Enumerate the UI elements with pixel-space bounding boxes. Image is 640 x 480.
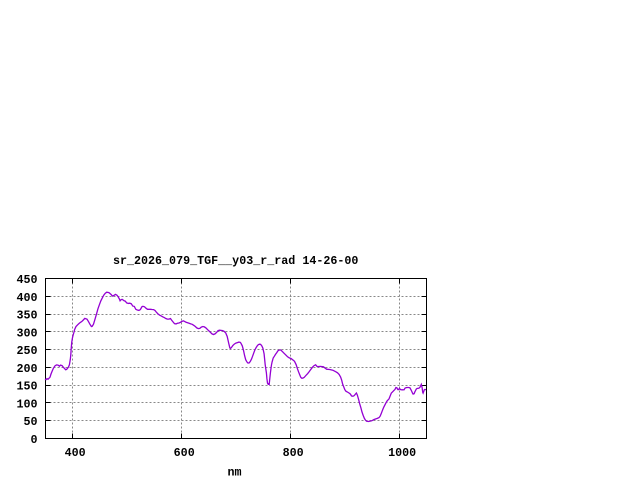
svg-text:200: 200 bbox=[16, 362, 37, 376]
svg-text:350: 350 bbox=[16, 309, 37, 323]
svg-text:nm: nm bbox=[227, 465, 241, 479]
svg-text:0: 0 bbox=[30, 433, 37, 447]
svg-text:300: 300 bbox=[16, 326, 37, 340]
svg-text:600: 600 bbox=[174, 446, 195, 460]
svg-text:50: 50 bbox=[23, 415, 37, 429]
svg-text:450: 450 bbox=[16, 273, 37, 287]
svg-text:250: 250 bbox=[16, 344, 37, 358]
svg-text:sr_2026_079_TGF__y03_r_rad 14-: sr_2026_079_TGF__y03_r_rad 14-26-00 bbox=[113, 254, 358, 268]
svg-text:400: 400 bbox=[16, 291, 37, 305]
svg-text:1000: 1000 bbox=[388, 446, 416, 460]
svg-text:150: 150 bbox=[16, 380, 37, 394]
svg-text:800: 800 bbox=[283, 446, 304, 460]
svg-text:400: 400 bbox=[65, 446, 86, 460]
svg-text:100: 100 bbox=[16, 397, 37, 411]
